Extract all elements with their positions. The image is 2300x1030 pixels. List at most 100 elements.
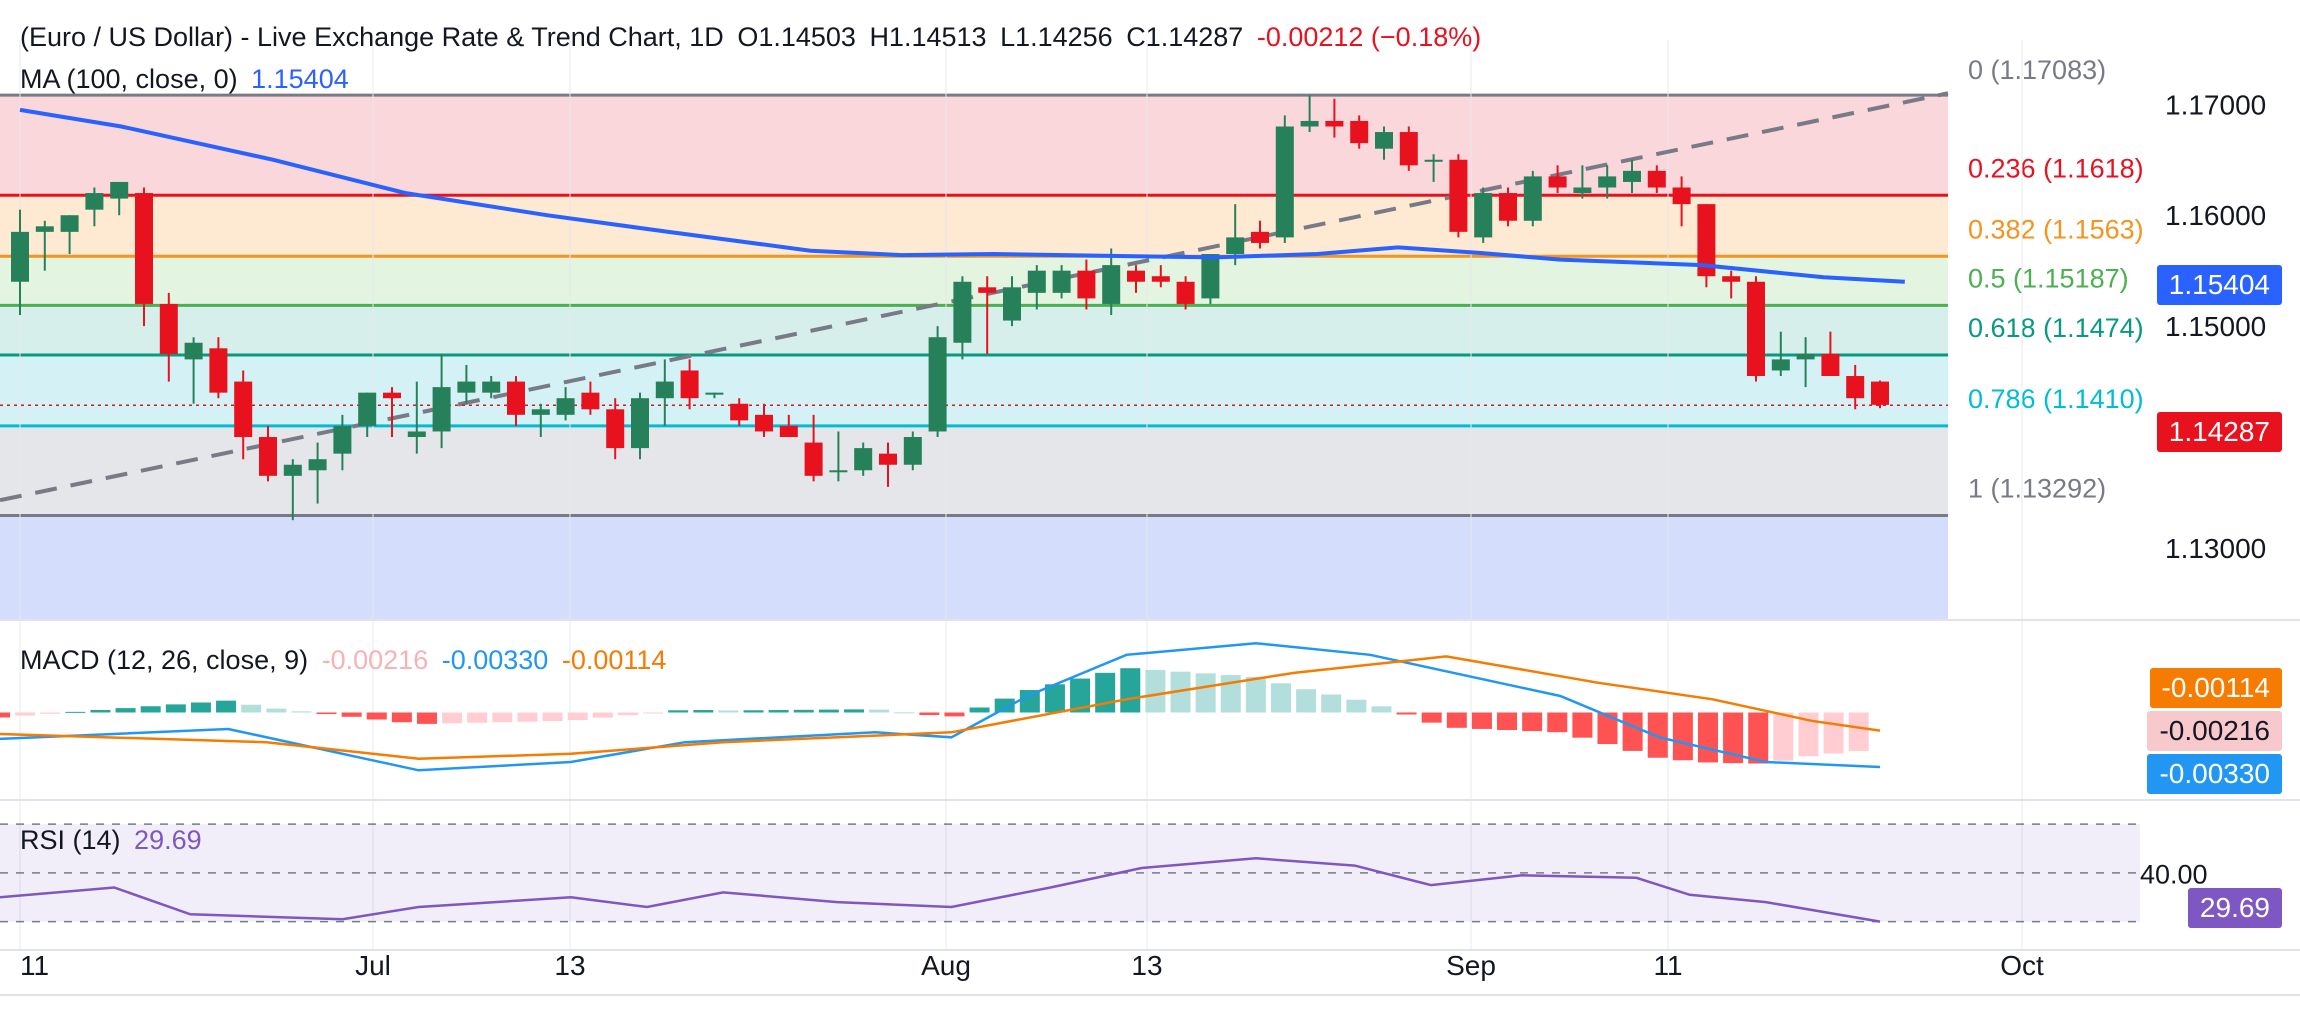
macd-histogram-bar	[140, 706, 161, 713]
time-axis-label: Aug	[921, 950, 971, 981]
candle-body	[85, 193, 104, 210]
time-axis-label: Sep	[1446, 950, 1496, 981]
macd-histogram-bar	[693, 710, 714, 713]
candle-body	[1201, 254, 1220, 299]
time-axis-label: Oct	[2000, 950, 2044, 981]
macd-histogram-bar	[316, 712, 337, 715]
fib-level-label: 0.786 (1.1410)	[1968, 384, 2144, 414]
candle-body	[1300, 120, 1319, 127]
macd-histogram-bar	[266, 708, 287, 713]
price-axis-label: 1.13000	[2165, 533, 2266, 564]
macd-histogram-bar	[617, 712, 638, 716]
macd-histogram-bar	[944, 712, 965, 717]
macd-histogram-bar	[341, 712, 362, 717]
macd-histogram-bar	[1170, 671, 1191, 713]
macd-histogram-bar	[1823, 712, 1844, 754]
macd-histogram-bar	[291, 711, 312, 713]
trend-line	[0, 91, 1949, 503]
candle-body	[1846, 376, 1865, 399]
macd-histogram-bar	[1070, 678, 1091, 713]
macd-histogram-bar	[1748, 712, 1769, 764]
candle-body	[1325, 120, 1344, 127]
ma-100-line	[19, 107, 1905, 284]
candle-body	[1151, 276, 1170, 282]
fib-band	[0, 354, 1948, 426]
macd-histogram-bar	[567, 712, 588, 721]
macd-histogram-bar	[1245, 676, 1266, 713]
fib-band	[0, 256, 1948, 306]
candle-body	[680, 370, 699, 399]
candle-body	[655, 381, 674, 399]
candle-body	[234, 381, 253, 438]
candle-body	[928, 337, 947, 432]
candle-body	[159, 303, 178, 354]
close-value: C1.14287	[1126, 22, 1244, 52]
time-axis-label: 11	[20, 950, 49, 981]
macd-pane	[0, 641, 1881, 772]
macd-line	[0, 641, 1881, 772]
time-axis-label: 13	[554, 950, 585, 981]
macd-histogram-bar	[592, 712, 613, 718]
candle-body	[1399, 132, 1418, 166]
macd-signal-value: -0.00114	[561, 645, 667, 675]
candle-body	[11, 231, 29, 282]
macd-histogram-bar	[216, 700, 237, 713]
fib-level-label: 0.618 (1.1474)	[1968, 313, 2144, 343]
macd-histogram-bar	[1622, 712, 1643, 751]
candle-body	[631, 398, 649, 449]
candle-body	[1598, 176, 1617, 188]
fib-level-label: 0 (1.17083)	[1968, 55, 2106, 85]
candle-body	[854, 448, 873, 471]
macd-histogram-bar	[668, 710, 689, 713]
macd-histogram-bar	[1044, 684, 1065, 713]
candle-body	[259, 437, 277, 476]
candle-body	[1796, 353, 1815, 360]
candle-body	[1003, 287, 1021, 321]
macd-histogram-bar	[366, 712, 387, 720]
candle-body	[457, 381, 476, 393]
candle-body	[184, 342, 203, 360]
candle-body	[1027, 270, 1046, 293]
macd-histogram-bar	[1597, 712, 1618, 745]
macd-histogram-bar	[442, 712, 463, 724]
macd-histogram-bar	[1848, 712, 1869, 751]
candle-body	[978, 287, 997, 293]
macd-histogram-bar	[1421, 712, 1442, 723]
ma-label: MA (100, close, 0)	[20, 64, 238, 94]
fib-level-label: 0.236 (1.1618)	[1968, 153, 2144, 183]
macd-histogram-bar	[467, 712, 488, 723]
candle-body	[333, 425, 352, 454]
candle-body	[1127, 270, 1145, 282]
macd-histogram-bar	[1572, 712, 1593, 738]
macd-histogram-bar	[492, 712, 513, 723]
macd-histogram-bar	[1396, 712, 1417, 715]
macd-label: MACD (12, 26, close, 9)	[20, 645, 309, 675]
macd-histogram-bar	[1019, 690, 1040, 713]
macd-histogram-bar	[1095, 672, 1116, 713]
candle-body	[1722, 276, 1741, 282]
macd-histogram-bar	[994, 698, 1015, 713]
rsi-pane: 40.00	[0, 823, 2208, 923]
candle-body	[1821, 353, 1840, 377]
macd-signal-badge: -0.00114	[2149, 668, 2282, 708]
high-value: H1.14513	[869, 22, 987, 52]
macd-histogram-bar	[743, 710, 764, 713]
macd-histogram-bar	[517, 712, 538, 722]
macd-histogram-bar	[1145, 669, 1166, 713]
candle-body	[730, 403, 749, 421]
candle-body	[879, 453, 897, 465]
candle-body	[135, 193, 153, 304]
rsi-value: 29.69	[134, 825, 202, 855]
candle-body	[705, 392, 724, 395]
candle-body	[1077, 270, 1096, 299]
macd-histogram-bar	[869, 709, 890, 713]
macd-histogram-bar	[542, 712, 563, 722]
macd-histogram-bar	[1497, 712, 1518, 730]
candle-body	[1251, 231, 1269, 243]
macd-histogram-bar	[1195, 673, 1216, 713]
fib-level-label: 1 (1.13292)	[1968, 474, 2106, 504]
candle-body	[581, 392, 600, 410]
candle-body	[209, 348, 228, 393]
candle-body	[606, 409, 625, 449]
